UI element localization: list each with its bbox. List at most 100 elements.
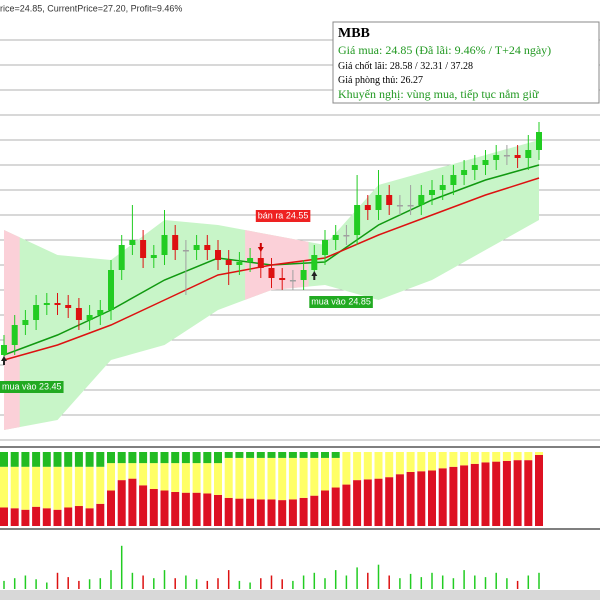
stacked-segment	[160, 452, 169, 464]
stacked-segment	[64, 452, 73, 467]
volume-bar	[24, 575, 27, 589]
candle-body	[343, 235, 350, 237]
volume-pane	[3, 545, 540, 589]
stacked-segment	[395, 452, 404, 475]
stacked-segment	[256, 499, 265, 526]
stacked-segment	[470, 452, 479, 464]
stacked-segment	[214, 463, 222, 495]
buy-line: Giá mua: 24.85 (Đã lãi: 9.46% / T+24 ngà…	[338, 43, 551, 57]
take-profit-line: Giá chốt lãi: 28.58 / 32.31 / 37.28	[338, 61, 473, 72]
volume-bar	[431, 572, 433, 589]
stacked-segment	[128, 478, 137, 526]
stacked-segment	[299, 452, 308, 458]
signal-label: mua vào 23.45	[2, 381, 62, 391]
stacked-segment	[85, 466, 94, 509]
stacked-segment	[428, 452, 436, 471]
volume-bar	[527, 575, 530, 589]
stacked-segment	[224, 452, 233, 458]
stacked-segment	[96, 466, 105, 504]
stacked-segment	[235, 498, 244, 526]
volume-bar	[420, 577, 423, 589]
stacked-segment	[470, 463, 479, 526]
stacked-segment	[353, 452, 362, 481]
candle-body	[332, 235, 339, 240]
candle-body	[118, 245, 125, 270]
stacked-segment	[42, 452, 51, 467]
volume-bar	[249, 582, 251, 589]
stacked-segment	[149, 452, 158, 464]
candle-body	[204, 245, 211, 250]
candle-body	[268, 268, 275, 278]
stacked-segment	[481, 452, 490, 463]
candle-body	[54, 303, 61, 305]
volume-bar	[120, 545, 123, 589]
candle-body	[439, 185, 446, 190]
candle-body	[514, 155, 521, 158]
stacked-segment	[10, 452, 19, 467]
stacked-segment	[438, 468, 447, 526]
volume-bar	[506, 578, 508, 589]
signal-label-box	[309, 296, 373, 308]
stacked-segment	[353, 480, 362, 526]
stacked-segment	[96, 452, 105, 467]
volume-bar	[238, 580, 241, 589]
candle-body	[279, 278, 286, 280]
volume-bar	[324, 578, 326, 589]
candle-body	[289, 280, 296, 282]
volume-bar	[46, 582, 48, 589]
candle-body	[215, 250, 221, 260]
stacked-segment	[107, 490, 115, 526]
stacked-segment	[524, 460, 533, 526]
stacked-segment	[160, 490, 169, 526]
stacked-segment	[64, 466, 73, 508]
stacked-segment	[299, 497, 308, 526]
stacked-segment	[310, 457, 319, 496]
stacked-segment	[449, 452, 458, 467]
candle-body	[375, 195, 382, 210]
stacked-segment	[224, 497, 233, 526]
signal-arrow	[257, 243, 264, 252]
volume-bar	[474, 575, 476, 589]
candle-body	[1, 345, 7, 355]
stacked-segment	[192, 492, 201, 526]
stacked-segment	[267, 457, 276, 500]
stacked-segment	[128, 463, 137, 479]
stacked-segment	[53, 452, 62, 467]
stacked-segment	[502, 452, 511, 461]
stacked-segment	[513, 460, 522, 526]
stacked-segment	[32, 506, 41, 526]
volume-bar	[195, 579, 198, 589]
volume-bar	[441, 575, 444, 589]
volume-bar	[334, 570, 337, 589]
volume-bar	[131, 572, 134, 589]
stacked-segment	[21, 509, 30, 526]
candle-body	[43, 303, 50, 305]
header-text: rice=24.85, CurrentPrice=27.20, Profit=9…	[0, 3, 182, 13]
stacked-segment	[460, 465, 469, 526]
stacked-segment	[203, 493, 212, 526]
stacked-segment	[395, 474, 404, 526]
stacked-segment	[321, 457, 329, 491]
stacked-segment	[10, 508, 19, 526]
candle-body	[364, 205, 371, 210]
stacked-segment	[363, 452, 372, 480]
stacked-segment	[342, 484, 351, 526]
stacked-segment	[299, 457, 308, 498]
stacked-segment	[107, 452, 115, 464]
stacked-segment	[149, 489, 158, 526]
stacked-segment	[74, 452, 83, 467]
candle-body	[396, 205, 403, 207]
volume-bar	[495, 572, 497, 589]
stacked-segment	[288, 499, 297, 526]
stacked-segment	[256, 457, 265, 500]
stop-line: Giá phòng thủ: 26.27	[338, 75, 423, 86]
candle-body	[172, 235, 179, 250]
candle-body	[461, 170, 468, 175]
stacked-segment	[192, 463, 201, 493]
candle-body	[236, 262, 243, 265]
stacked-segment	[278, 457, 287, 501]
candle-body	[493, 155, 500, 160]
volume-bar	[367, 572, 369, 589]
volume-bar	[260, 578, 262, 589]
